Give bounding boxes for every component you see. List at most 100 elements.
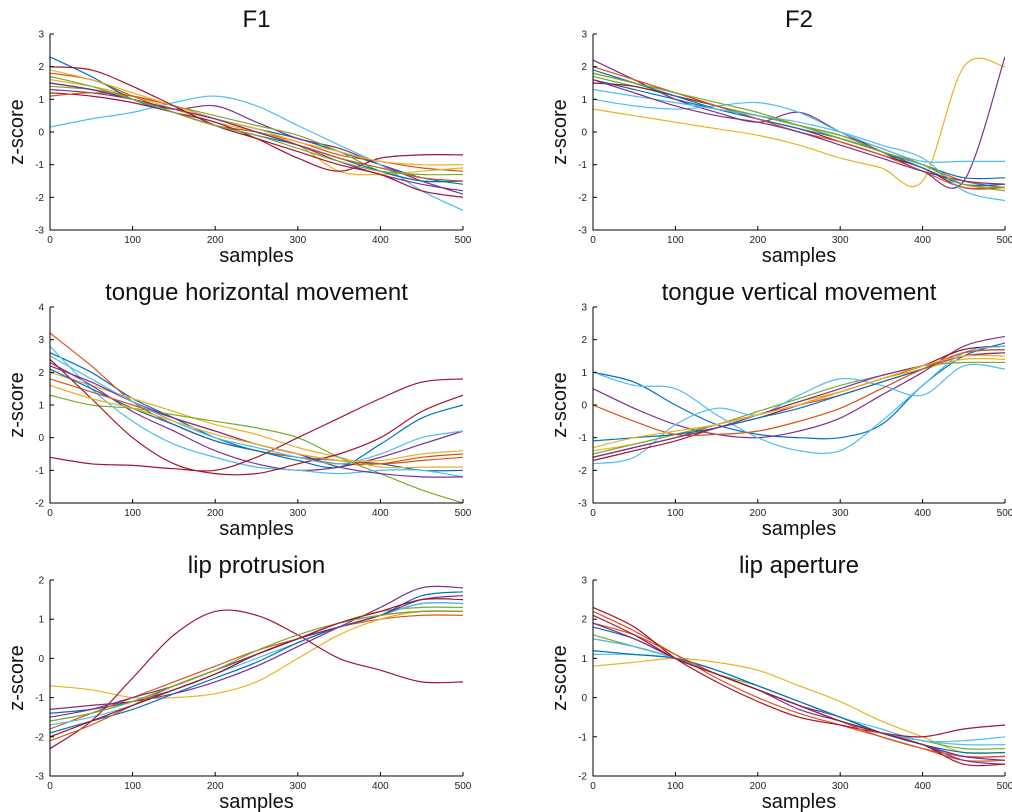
y-tick-label: -2 [578, 466, 587, 477]
series-line-10 [50, 69, 463, 166]
series-group [593, 335, 1005, 465]
panel-title: lip protrusion [188, 552, 325, 579]
panel-title: F2 [785, 6, 813, 33]
x-tick-label: 0 [590, 235, 596, 246]
y-tick-label: 2 [581, 62, 587, 73]
y-tick-label: -1 [35, 693, 44, 704]
series-line-4 [50, 361, 463, 472]
y-tick-label: -3 [35, 772, 44, 783]
series-line-10 [593, 638, 1005, 746]
panel-3: 0 100 200 300 400 500 -2 -1 0 1 2 3 4 tongue horizont… [6, 279, 472, 540]
y-tick-label: 1 [38, 401, 44, 412]
y-tick-label: 4 [38, 303, 44, 314]
y-tick-label: 2 [581, 615, 587, 626]
x-tick-label: 100 [124, 235, 141, 246]
series-group [50, 56, 463, 211]
series-line-11 [50, 610, 463, 722]
series-line-5 [50, 394, 463, 503]
x-tick-label: 0 [47, 235, 53, 246]
y-tick-label: 0 [38, 128, 44, 139]
x-tick-label: 200 [207, 781, 224, 792]
series-line-3 [50, 371, 463, 469]
y-tick-label: 3 [581, 576, 587, 587]
x-tick-label: 100 [667, 508, 684, 519]
y-tick-label: 3 [581, 303, 587, 314]
x-tick-label: 200 [749, 781, 766, 792]
series-group [593, 56, 1005, 202]
x-tick-label: 500 [455, 781, 472, 792]
y-tick-label: 1 [581, 654, 587, 665]
x-tick-label: 500 [997, 235, 1012, 246]
series-line-5 [50, 85, 463, 183]
series-line-6 [593, 653, 1005, 743]
panel-title: tongue horizontal movement [105, 279, 408, 306]
series-line-8 [593, 345, 1005, 455]
series-group [50, 585, 463, 750]
y-tick-label: -3 [35, 226, 44, 237]
y-tick-label: -2 [35, 732, 44, 743]
series-line-1 [50, 352, 463, 472]
axis-lines [592, 580, 1005, 777]
x-tick-label: 200 [749, 235, 766, 246]
panel-title: F1 [242, 6, 270, 33]
series-line-13 [50, 75, 463, 176]
x-axis-label: samples [762, 518, 836, 540]
x-tick-label: 0 [47, 508, 53, 519]
y-axis-label: z-score [549, 645, 571, 711]
y-tick-label: 2 [38, 368, 44, 379]
panel-title: tongue vertical movement [662, 279, 937, 306]
x-tick-label: 300 [289, 235, 306, 246]
series-line-6 [50, 602, 463, 726]
x-tick-label: 400 [914, 781, 931, 792]
x-tick-label: 200 [207, 508, 224, 519]
x-tick-label: 500 [997, 508, 1012, 519]
x-axis-label: samples [762, 791, 836, 812]
x-axis-label: samples [762, 245, 836, 267]
y-tick-label: 1 [38, 615, 44, 626]
y-tick-label: 1 [38, 95, 44, 106]
x-tick-label: 400 [914, 235, 931, 246]
series-line-9 [50, 610, 463, 742]
y-axis-label: z-score [6, 99, 28, 165]
series-line-6 [50, 345, 463, 478]
y-tick-label: 0 [38, 433, 44, 444]
x-tick-label: 300 [289, 508, 306, 519]
x-tick-label: 400 [372, 235, 389, 246]
x-tick-label: 500 [455, 508, 472, 519]
y-tick-label: -2 [35, 193, 44, 204]
series-line-8 [50, 368, 463, 469]
axis-lines [49, 580, 463, 777]
series-line-12 [593, 72, 1005, 189]
series-line-6 [50, 95, 463, 211]
y-axis-label: z-score [549, 99, 571, 165]
x-tick-label: 400 [372, 781, 389, 792]
y-tick-label: -3 [578, 226, 587, 237]
y-tick-label: -1 [578, 732, 587, 743]
x-tick-label: 100 [667, 235, 684, 246]
y-tick-label: 3 [38, 30, 44, 41]
y-tick-label: 3 [38, 335, 44, 346]
x-tick-label: 0 [590, 781, 596, 792]
x-tick-label: 300 [832, 235, 849, 246]
series-line-1 [50, 82, 463, 185]
x-tick-label: 100 [124, 508, 141, 519]
y-tick-label: -3 [578, 499, 587, 510]
panel-1: 0 100 200 300 400 500 -3 -2 -1 0 1 2 3 F1 samples z-sco… [6, 6, 472, 267]
series-line-12 [50, 66, 463, 198]
series-line-3 [593, 57, 1005, 188]
series-group [593, 606, 1005, 767]
series-line-4 [593, 335, 1005, 439]
panel-title: lip aperture [739, 552, 859, 579]
series-line-7 [593, 606, 1005, 738]
series-line-11 [593, 622, 1005, 761]
x-tick-label: 100 [124, 781, 141, 792]
series-line-12 [593, 614, 1005, 767]
series-line-8 [593, 69, 1005, 187]
series-line-6 [593, 98, 1005, 163]
series-line-2 [593, 610, 1005, 762]
series-line-10 [593, 88, 1005, 202]
y-tick-label: 2 [38, 576, 44, 587]
y-tick-label: 0 [38, 654, 44, 665]
y-tick-label: 2 [38, 62, 44, 73]
series-line-12 [50, 355, 463, 465]
